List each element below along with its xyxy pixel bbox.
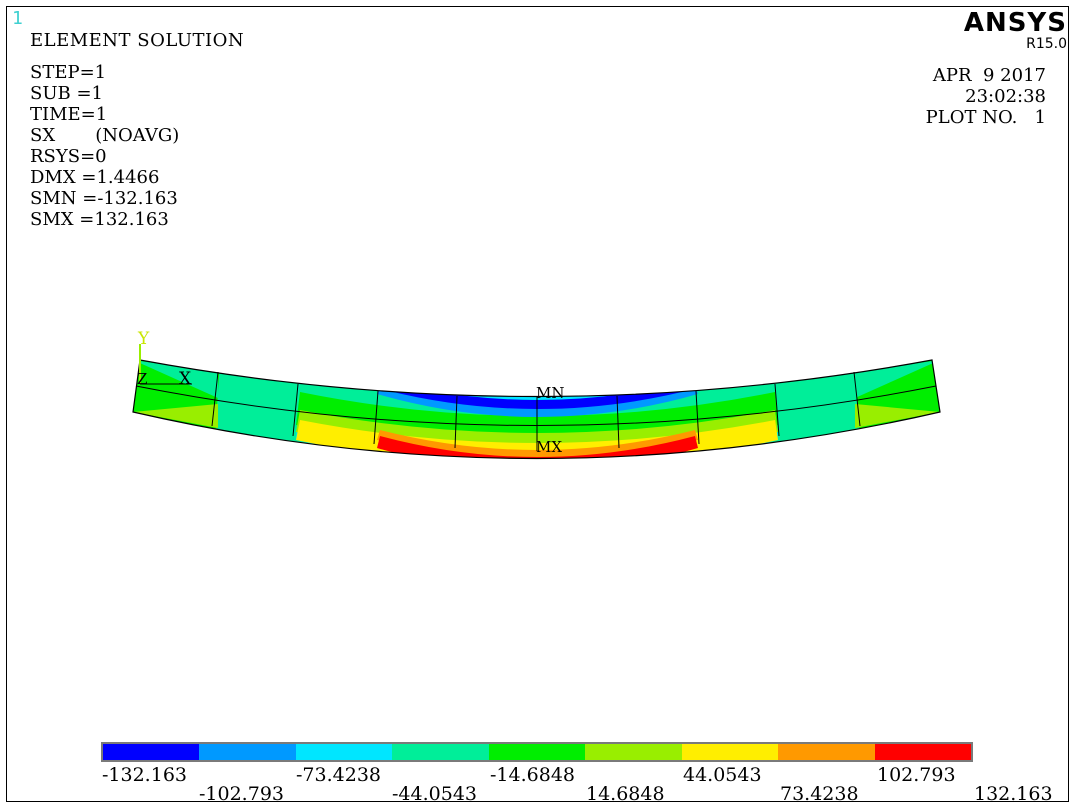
legend-band-9: [874, 744, 971, 760]
version-label: R15.0: [1026, 36, 1067, 52]
date-block: APR 9 2017 23:02:38 PLOT NO. 1: [926, 65, 1046, 128]
triad-z-label: Z: [137, 370, 147, 388]
legend-band-1: [103, 744, 200, 760]
plot-number: PLOT NO. 1: [925, 107, 1046, 128]
info-smn: SMN =-132.163: [30, 188, 178, 209]
legend-band-4: [392, 744, 489, 760]
info-sub: SUB =1: [30, 83, 103, 104]
info-smx: SMX =132.163: [30, 209, 169, 230]
max-marker: MX: [536, 438, 562, 456]
legend-band-2: [199, 744, 296, 760]
contour-legend-bar: [101, 742, 973, 762]
solution-info: STEP=1 SUB =1 TIME=1 SX (NOAVG) RSYS=0 D…: [30, 62, 179, 230]
mesh-lines: [211, 371, 861, 451]
triad-x-label: X: [179, 369, 192, 389]
legend-band-8: [778, 744, 875, 760]
info-time: TIME=1: [30, 104, 108, 125]
legend-label-lower-1: -102.793: [199, 783, 284, 805]
plot-title: ELEMENT SOLUTION: [30, 30, 245, 51]
legend-label-upper-4: 44.0543: [683, 764, 762, 786]
legend-label-upper-2: -73.4238: [296, 764, 381, 786]
legend-label-upper-5: 102.793: [877, 764, 956, 786]
legend-label-lower-4: 73.4238: [780, 783, 859, 805]
legend-label-lower-5: 132.163: [974, 783, 1053, 805]
info-step: STEP=1: [30, 62, 107, 83]
window-number: 1: [12, 8, 23, 29]
min-marker: MN: [536, 384, 564, 402]
triad-y-label: Y: [137, 329, 150, 349]
legend-label-upper-3: -14.6848: [490, 764, 575, 786]
legend-band-5: [488, 744, 586, 760]
ansys-logo: ANSYS: [963, 8, 1067, 38]
legend-band-6: [585, 744, 682, 760]
legend-label-lower-3: 14.6848: [586, 783, 665, 805]
info-component: SX (NOAVG): [30, 125, 180, 146]
legend-label-lower-2: -44.0543: [392, 783, 477, 805]
plot-date: APR 9 2017: [932, 65, 1046, 86]
plot-time: 23:02:38: [965, 86, 1046, 107]
info-rsys: RSYS=0: [30, 146, 107, 167]
info-dmx: DMX =1.4466: [30, 167, 160, 188]
legend-band-3: [295, 744, 393, 760]
legend-label-upper-1: -132.163: [102, 764, 187, 786]
legend-band-7: [681, 744, 779, 760]
coordinate-triad: Y X Z: [137, 329, 192, 389]
